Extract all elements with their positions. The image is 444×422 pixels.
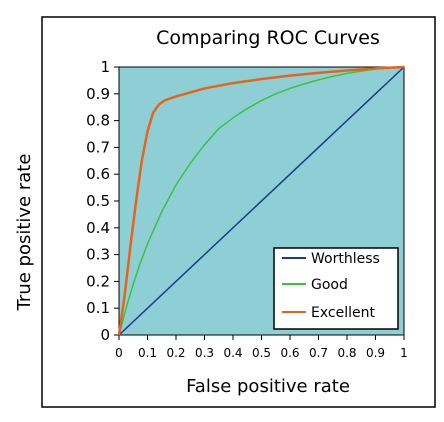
legend-box	[273, 247, 399, 330]
y-tick-label: 1	[100, 58, 110, 76]
y-tick-label: 0.7	[86, 138, 110, 156]
series-line-excellent	[117, 65, 405, 336]
legend-label-worthless: Worthless	[311, 251, 380, 267]
y-tick-label: 0.1	[86, 299, 110, 317]
y-tick-label: 0.5	[86, 192, 110, 210]
y-tick-label: 0.3	[86, 246, 110, 264]
y-tick-label: 0.8	[86, 112, 110, 130]
x-tick-label: 0.1	[138, 346, 157, 360]
y-axis: 0 0.1 0.2 0.3 0.4 0.5 0.6 0.7 0.8 0.9 1	[86, 58, 119, 344]
legend: Worthless Good Excellent	[273, 247, 399, 330]
x-axis-label: False positive rate	[186, 376, 350, 397]
x-tick-label: 0.4	[223, 346, 242, 360]
y-tick-label: 0.9	[86, 85, 110, 103]
x-tick-label: 1	[400, 346, 408, 360]
series-layer	[117, 65, 405, 336]
series-line-good	[118, 66, 405, 336]
x-tick-label: 0.9	[366, 346, 385, 360]
x-tick-label: 0	[115, 346, 123, 360]
y-tick-label: 0.6	[86, 165, 110, 183]
series-line-worthless	[118, 66, 405, 336]
y-axis-label: True positive rate	[14, 154, 35, 312]
legend-label-good: Good	[311, 277, 348, 293]
x-tick-label: 0.2	[166, 346, 185, 360]
y-tick-label: 0.2	[86, 272, 110, 290]
x-tick-label: 0.6	[280, 346, 299, 360]
x-tick-label: 0.3	[195, 346, 214, 360]
legend-label-excellent: Excellent	[311, 305, 375, 321]
x-axis: 0 0.1 0.2 0.3 0.4 0.5 0.6 0.7 0.8 0.9 1	[115, 335, 408, 360]
x-tick-label: 0.7	[309, 346, 328, 360]
y-tick-label: 0.4	[86, 219, 110, 237]
y-tick-label: 0	[100, 326, 110, 344]
chart-title: Comparing ROC Curves	[156, 27, 380, 49]
x-tick-label: 0.8	[337, 346, 356, 360]
x-tick-label: 0.5	[252, 346, 271, 360]
